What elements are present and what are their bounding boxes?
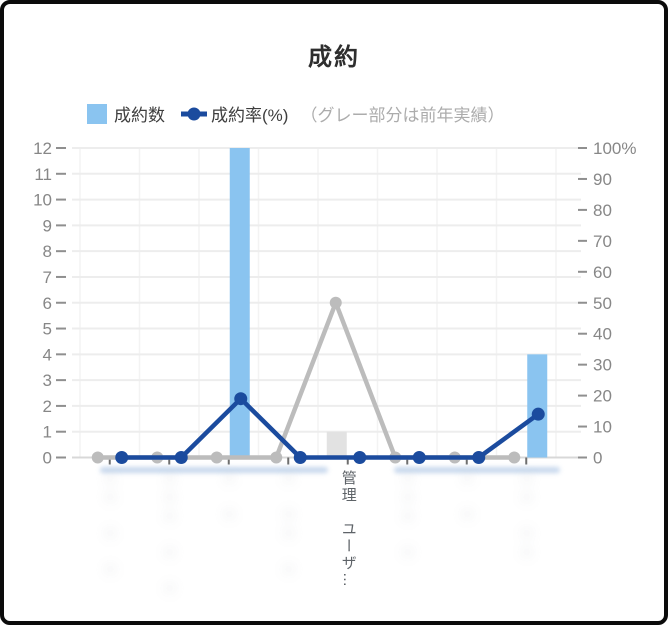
right-axis-label: 10 [593,418,612,437]
rate-point-previous-year [270,451,283,464]
right-axis-label: 60 [593,263,612,282]
left-axis-label: 9 [43,216,52,235]
rate-point-current [472,451,486,464]
left-axis-label: 6 [43,294,52,313]
legend-bar-label: 成約数 [114,106,165,125]
x-axis-label-redacted: □ □□ □ [280,470,298,580]
left-axis-label: 1 [43,423,52,442]
x-axis-label-redacted: □□□ □ [399,470,417,563]
right-axis-label: 0 [593,449,602,468]
left-axis-label: 8 [43,242,52,261]
rate-point-current [174,451,188,464]
x-axis-label: 管理 ユーザ… [339,470,357,589]
rate-point-current [293,451,307,464]
legend: 成約数 成約率(%) （グレー部分は前年実績） [87,101,504,126]
right-axis-label: 50 [593,294,612,313]
x-axis-label-redacted: □ □ [220,470,238,525]
line-series-marker-icon [181,107,207,120]
blur-artifact-right [394,467,560,473]
rate-point-current [531,407,545,421]
rate-point-previous-year [210,451,223,464]
left-axis-label: 12 [33,139,52,158]
left-axis-label: 3 [43,371,52,390]
chart-title: 成約 [308,44,360,71]
x-axis-label-redacted: □□ □ □ [101,470,119,580]
right-axis-label: 40 [593,325,612,344]
legend-note: （グレー部分は前年実績） [300,106,505,125]
left-axis-label: 11 [34,165,52,184]
left-axis-label: 4 [43,345,52,364]
left-axis-label: 7 [43,268,52,287]
left-axis-label: 10 [33,191,52,210]
rate-point-current [234,392,248,406]
right-axis-label: 100% [593,139,636,158]
legend-line-label: 成約率(%) [211,106,289,125]
blur-artifact-left [100,467,328,473]
left-axis-label: 2 [43,397,52,416]
bar-series-swatch-icon [87,103,107,124]
rate-line-current [121,396,540,460]
rate-point-current [115,451,129,464]
rate-point-previous-year [329,296,342,309]
x-axis-label-redacted: □□□ □ □ [161,470,179,599]
rate-point-previous-year [91,451,104,464]
right-axis-label: 30 [593,356,612,375]
x-axis-label-redacted: □ □ [458,470,476,525]
rate-point-current [412,451,426,464]
rate-point-current [353,451,367,464]
right-axis-label: 70 [593,232,612,251]
right-axis-label: 20 [593,387,612,406]
bar-previous-year [326,431,347,458]
left-axis-label: 5 [43,320,52,339]
x-axis-label-redacted: □□ □□ [518,470,536,563]
bar-current [229,148,250,458]
right-axis-label: 80 [593,201,612,220]
left-axis-label: 0 [43,449,52,468]
bar-current [527,354,548,458]
rate-point-previous-year [508,451,521,464]
right-axis-label: 90 [593,170,612,189]
